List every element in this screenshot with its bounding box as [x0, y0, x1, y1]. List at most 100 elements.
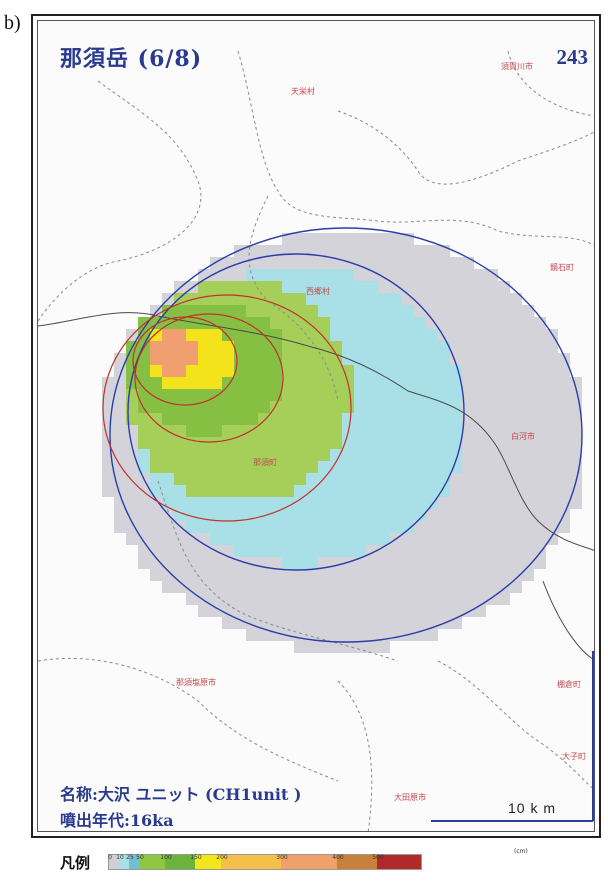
thickness-cell: [138, 557, 150, 569]
thickness-cell: [258, 269, 270, 281]
place-label-kagamiishi: 鏡石町: [550, 263, 574, 272]
thickness-cell: [426, 473, 438, 485]
thickness-cell: [558, 461, 570, 473]
thickness-cell: [294, 641, 306, 653]
thickness-cell: [474, 533, 486, 545]
thickness-cell: [522, 569, 534, 581]
thickness-cell: [246, 557, 258, 569]
thickness-cell: [510, 533, 522, 545]
thickness-cell: [402, 473, 414, 485]
thickness-cell: [174, 557, 186, 569]
thickness-cell: [174, 437, 186, 449]
thickness-cell: [462, 353, 474, 365]
thickness-cell: [330, 269, 342, 281]
thickness-cell: [426, 437, 438, 449]
thickness-cell: [366, 617, 378, 629]
thickness-cell: [462, 545, 474, 557]
thickness-cell: [462, 437, 474, 449]
thickness-cell: [126, 353, 138, 365]
thickness-cell: [222, 389, 234, 401]
thickness-cell: [114, 413, 126, 425]
thickness-cell: [390, 593, 402, 605]
thickness-cell: [294, 341, 306, 353]
thickness-cell: [510, 317, 522, 329]
thickness-cell: [318, 569, 330, 581]
thickness-cell: [414, 245, 426, 257]
thickness-cell: [210, 281, 222, 293]
thickness-cell: [378, 449, 390, 461]
thickness-cell: [174, 401, 186, 413]
thickness-cell: [102, 377, 114, 389]
thickness-cell: [306, 593, 318, 605]
thickness-cell: [282, 461, 294, 473]
thickness-cell: [246, 569, 258, 581]
thickness-cell: [450, 509, 462, 521]
thickness-cell: [534, 557, 546, 569]
thickness-cell: [186, 341, 198, 353]
thickness-cell: [522, 305, 534, 317]
thickness-cell: [510, 521, 522, 533]
thickness-cell: [570, 449, 582, 461]
thickness-cell: [102, 473, 114, 485]
thickness-cell: [426, 401, 438, 413]
thickness-cell: [402, 341, 414, 353]
thickness-cell: [270, 281, 282, 293]
thickness-cell: [378, 605, 390, 617]
thickness-cell: [498, 353, 510, 365]
thickness-cell: [258, 401, 270, 413]
thickness-cell: [426, 425, 438, 437]
thickness-cell: [162, 533, 174, 545]
thickness-cell: [366, 497, 378, 509]
thickness-cell: [246, 293, 258, 305]
thickness-cell: [210, 461, 222, 473]
thickness-cell: [126, 401, 138, 413]
legend-swatch: [129, 855, 139, 869]
thickness-cell: [258, 461, 270, 473]
thickness-cell: [150, 389, 162, 401]
thickness-cell: [318, 401, 330, 413]
thickness-cell: [354, 641, 366, 653]
thickness-cell: [234, 473, 246, 485]
thickness-cell: [462, 497, 474, 509]
thickness-cell: [378, 365, 390, 377]
thickness-cell: [486, 269, 498, 281]
thickness-cell: [534, 533, 546, 545]
thickness-cell: [294, 533, 306, 545]
thickness-cell: [306, 617, 318, 629]
thickness-cell: [342, 521, 354, 533]
thickness-cell: [390, 569, 402, 581]
thickness-cell: [138, 509, 150, 521]
thickness-cell: [510, 389, 522, 401]
thickness-cell: [462, 473, 474, 485]
thickness-cell: [474, 341, 486, 353]
thickness-cell: [450, 437, 462, 449]
thickness-cell: [258, 317, 270, 329]
thickness-cell: [390, 461, 402, 473]
thickness-cell: [426, 533, 438, 545]
thickness-cell: [198, 281, 210, 293]
thickness-cell: [246, 281, 258, 293]
thickness-cell: [198, 461, 210, 473]
thickness-cell: [426, 365, 438, 377]
thickness-cell: [366, 557, 378, 569]
thickness-cell: [486, 365, 498, 377]
thickness-cell: [222, 281, 234, 293]
thickness-cell: [534, 485, 546, 497]
thickness-cell: [150, 497, 162, 509]
thickness-cell: [342, 629, 354, 641]
thickness-cell: [342, 449, 354, 461]
thickness-cell: [474, 413, 486, 425]
thickness-cell: [342, 641, 354, 653]
thickness-cell: [546, 437, 558, 449]
thickness-cell: [474, 389, 486, 401]
thickness-cell: [390, 485, 402, 497]
thickness-cell: [366, 473, 378, 485]
thickness-cell: [246, 461, 258, 473]
thickness-cell: [414, 473, 426, 485]
thickness-cell: [306, 641, 318, 653]
thickness-cell: [366, 365, 378, 377]
legend-title: 凡例: [60, 854, 91, 872]
thickness-cell: [354, 413, 366, 425]
thickness-cell: [114, 449, 126, 461]
thickness-cell: [414, 257, 426, 269]
